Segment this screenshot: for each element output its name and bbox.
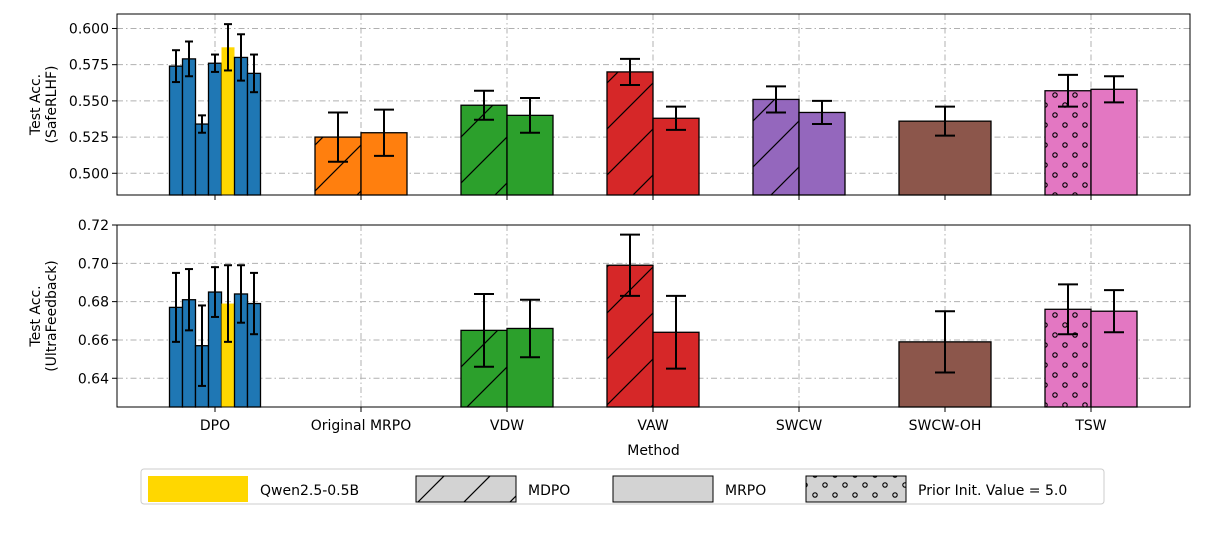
y-axis-label-line: Test Acc. xyxy=(28,74,44,136)
y-tick-label: 0.600 xyxy=(69,21,109,37)
bar-group-vaw xyxy=(606,233,700,408)
bar-group-vdw xyxy=(460,89,554,196)
bar-hatch xyxy=(607,71,653,195)
y-tick-label: 0.525 xyxy=(69,130,109,146)
legend-entry: Prior Init. Value = 5.0 xyxy=(805,475,1067,503)
y-axis-label-line: (SafeRLHF) xyxy=(44,65,60,143)
axes-frame xyxy=(116,13,1191,196)
bar xyxy=(168,65,184,196)
y-tick-label: 0.66 xyxy=(78,333,109,349)
y-tick-label: 0.500 xyxy=(69,166,109,182)
bar-group-dpo xyxy=(168,23,262,196)
y-axis-label-line: (UltraFeedback) xyxy=(44,260,60,372)
y-axis-label: Test Acc.(SafeRLHF) xyxy=(28,65,60,143)
legend-label: MDPO xyxy=(528,483,570,499)
bar-hatch xyxy=(753,99,799,195)
axes-frame xyxy=(116,224,1191,408)
bar-group-vaw xyxy=(606,57,700,196)
legend-swatch-hatch xyxy=(416,476,516,502)
bar-group-vdw xyxy=(460,292,554,408)
x-axis-label: Method xyxy=(627,443,680,459)
x-tick-label: VAW xyxy=(637,418,668,434)
y-tick-label: 0.64 xyxy=(78,371,109,387)
bar xyxy=(194,123,210,196)
x-tick-label: SWCW xyxy=(776,418,823,434)
legend-swatch xyxy=(612,475,714,503)
bar xyxy=(181,58,197,196)
legend-label: MRPO xyxy=(725,483,766,499)
y-tick-label: 0.550 xyxy=(69,94,109,110)
y-tick-label: 0.68 xyxy=(78,295,109,311)
y-tick-label: 0.575 xyxy=(69,58,109,74)
y-tick-label: 0.72 xyxy=(78,218,109,234)
bar xyxy=(221,303,235,407)
panel-bottom: 0.64 0.66 0.68 0.70 0.72 DPO Original MRPO VDW V… xyxy=(28,218,1191,459)
legend-entry: Qwen2.5-0.5B xyxy=(148,476,359,502)
bar-group-tsw xyxy=(1044,73,1138,196)
bar-group-swcw-oh xyxy=(898,105,992,196)
y-tick-label: 0.70 xyxy=(78,256,109,272)
y-axis-label: Test Acc.(UltraFeedback) xyxy=(28,260,60,372)
bar-hatch xyxy=(1045,90,1091,195)
x-tick-label: DPO xyxy=(200,418,230,434)
x-tick-label: SWCW-OH xyxy=(909,418,982,434)
legend-swatch-hatch xyxy=(806,476,906,502)
legend: Qwen2.5-0.5B MDPO MRPO Prior Init. Value = … xyxy=(140,468,1105,505)
legend-entry: MDPO xyxy=(415,475,570,503)
bar-group-original-mrpo xyxy=(314,108,408,196)
bar xyxy=(207,62,223,196)
x-tick-label: VDW xyxy=(490,418,524,434)
bar xyxy=(652,117,700,196)
panel-top: 0.500 0.525 0.550 0.575 0.600 Test Acc.(SafeR… xyxy=(28,13,1191,200)
bar-group-swcw xyxy=(752,85,846,196)
legend-label: Prior Init. Value = 5.0 xyxy=(918,483,1067,499)
y-axis-label-line: Test Acc. xyxy=(28,285,44,347)
bar-group-tsw xyxy=(1044,283,1138,408)
x-tick-label: TSW xyxy=(1074,418,1106,434)
bar-group-dpo xyxy=(168,264,262,408)
x-tick-label: Original MRPO xyxy=(311,418,412,434)
bar-group-swcw-oh xyxy=(898,310,992,408)
bar xyxy=(1090,88,1138,196)
bar xyxy=(221,47,235,195)
bar xyxy=(798,111,846,196)
legend-swatch xyxy=(148,476,248,502)
legend-entry: MRPO xyxy=(612,475,766,503)
legend-label: Qwen2.5-0.5B xyxy=(260,483,359,499)
